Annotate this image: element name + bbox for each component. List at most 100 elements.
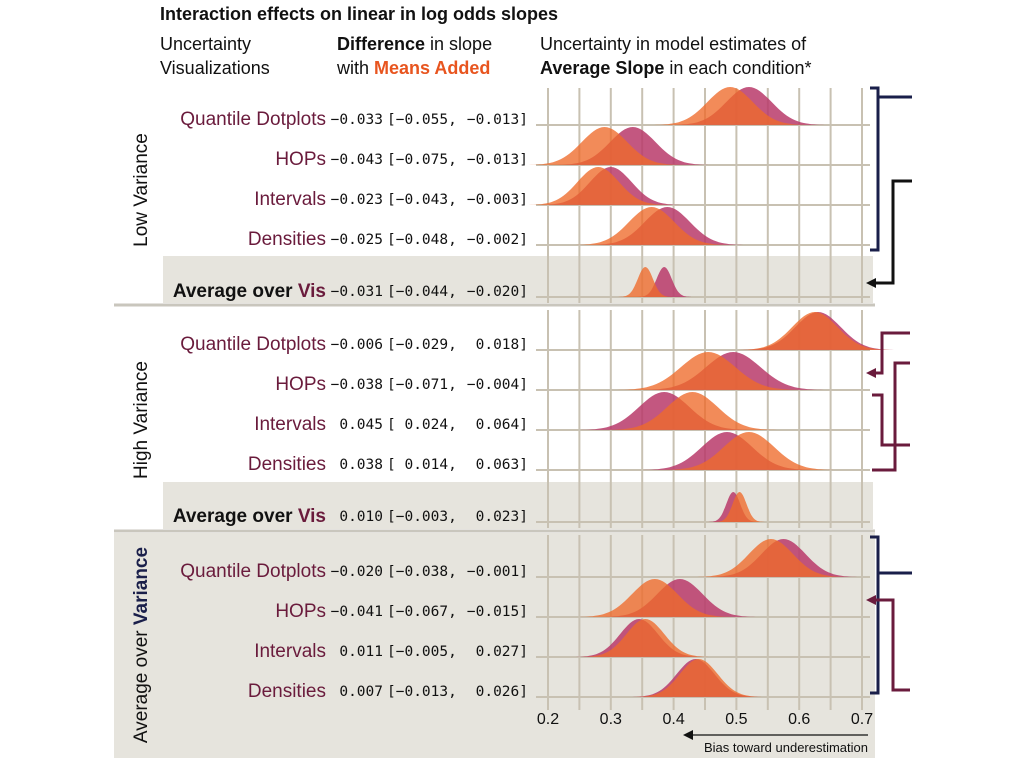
ci-upper: 0.018] — [476, 337, 528, 353]
bias-note: Bias toward underestimation — [704, 740, 868, 755]
column-header-est-line2: Average Slope in each condition* — [540, 56, 812, 80]
x-tick-label: 0.3 — [600, 711, 622, 728]
group-label: High Variance — [131, 361, 152, 479]
visualization-label: Quantile Dotplots — [180, 561, 326, 582]
ci-upper: −0.013] — [467, 112, 528, 128]
difference-estimate: 0.007 — [339, 684, 383, 700]
ci-lower: [−0.071, — [387, 377, 457, 393]
column-header-diff-line1: Difference in slope — [337, 32, 492, 56]
visualization-label: Densities — [248, 229, 326, 250]
visualization-label: Quantile Dotplots — [180, 334, 326, 355]
difference-estimate: −0.025 — [331, 232, 383, 248]
average-slope-word: Average Slope — [540, 58, 665, 78]
bracket-high-intervals — [872, 393, 910, 447]
density-means-added — [573, 579, 737, 617]
ci-lower: [−0.003, — [387, 509, 457, 525]
ci-upper: 0.064] — [476, 417, 528, 433]
average-over-vis-label: Average over Vis — [173, 281, 326, 302]
visualization-label: HOPs — [275, 149, 326, 170]
x-tick-label: 0.5 — [725, 711, 747, 728]
average-over-vis-label: Average over Vis — [173, 506, 326, 527]
column-header-est-line1: Uncertainty in model estimates of — [540, 34, 807, 54]
ci-upper: −0.004] — [467, 377, 528, 393]
ci-upper: −0.002] — [467, 232, 528, 248]
ci-upper: −0.015] — [467, 604, 528, 620]
ci-upper: −0.020] — [467, 284, 528, 300]
difference-estimate: 0.038 — [339, 457, 383, 473]
ci-upper: 0.063] — [476, 457, 528, 473]
density-means-added — [691, 539, 851, 577]
difference-estimate: −0.023 — [331, 192, 383, 208]
means-added-label: Means Added — [374, 58, 491, 78]
density-means-added — [577, 619, 714, 657]
difference-estimate: −0.041 — [331, 604, 383, 620]
bracket-avg-dotplots — [870, 535, 880, 695]
average-panel-low — [163, 256, 873, 303]
ci-lower: [ 0.014, — [387, 457, 457, 473]
x-tick-label: 0.4 — [662, 711, 684, 728]
density-means-added — [610, 352, 806, 390]
ci-lower: [−0.055, — [387, 112, 457, 128]
density-means-added — [648, 87, 812, 125]
ci-lower: [−0.075, — [387, 152, 457, 168]
column-header-diff-line2: with Means Added — [337, 56, 492, 80]
visualization-label: HOPs — [275, 601, 326, 622]
density-means-added — [523, 167, 673, 205]
visualization-label: Densities — [248, 454, 326, 475]
density-means-added — [658, 432, 840, 470]
ci-lower: [−0.038, — [387, 564, 457, 580]
x-tick-label: 0.7 — [851, 711, 873, 728]
visualization-label: HOPs — [275, 374, 326, 395]
x-tick-label: 0.2 — [537, 711, 559, 728]
density-means-added — [618, 267, 673, 297]
visualization-label: Intervals — [254, 189, 326, 210]
column-header-vis-line1: Uncertainty — [160, 34, 252, 54]
each-condition-text: in each condition* — [664, 58, 812, 78]
ci-upper: 0.023] — [476, 509, 528, 525]
visualization-label: Quantile Dotplots — [180, 109, 326, 130]
chart-title: Interaction effects on linear in log odd… — [160, 4, 559, 24]
ci-lower: [−0.043, — [387, 192, 457, 208]
x-tick-label: 0.6 — [788, 711, 810, 728]
bracket-low-dotplots — [870, 86, 880, 252]
bracket-high-densities — [872, 361, 910, 472]
column-header-visualizations: Uncertainty Visualizations — [160, 32, 270, 80]
difference-estimate: −0.006 — [331, 337, 383, 353]
density-means-added — [602, 392, 783, 430]
difference-estimate: −0.043 — [331, 152, 383, 168]
group-label: Average over Variance — [131, 547, 152, 743]
in-slope-text: in slope — [425, 34, 493, 54]
bracket-arrow-head — [866, 595, 876, 605]
difference-estimate: 0.045 — [339, 417, 383, 433]
ci-lower: [−0.029, — [387, 337, 457, 353]
bracket-arrow-head — [866, 278, 876, 288]
ci-upper: 0.026] — [476, 684, 528, 700]
difference-estimate: −0.038 — [331, 377, 383, 393]
density-means-added — [630, 659, 767, 697]
column-header-difference: Difference in slope with Means Added — [337, 32, 492, 80]
ci-lower: [−0.013, — [387, 684, 457, 700]
ci-upper: −0.001] — [467, 564, 528, 580]
column-header-estimates: Uncertainty in model estimates of Averag… — [540, 32, 812, 80]
group-label: Low Variance — [131, 133, 152, 247]
ci-upper: 0.027] — [476, 644, 528, 660]
column-header-vis-line2: Visualizations — [160, 58, 270, 78]
difference-estimate: −0.020 — [331, 564, 383, 580]
density-means-added — [714, 492, 765, 522]
ci-upper: −0.003] — [467, 192, 528, 208]
ci-upper: −0.013] — [467, 152, 528, 168]
ci-lower: [−0.044, — [387, 284, 457, 300]
bracket-arrow-head — [866, 368, 876, 378]
density-means-added — [570, 207, 733, 245]
visualization-label: Densities — [248, 681, 326, 702]
difference-word: Difference — [337, 34, 426, 54]
density-base — [637, 267, 692, 297]
difference-estimate: 0.011 — [339, 644, 383, 660]
bracket-high-hops — [872, 331, 910, 375]
ci-lower: [−0.067, — [387, 604, 457, 620]
visualization-label: Intervals — [254, 414, 326, 435]
comparison-brackets — [866, 86, 912, 695]
density-means-added — [733, 312, 897, 350]
bracket-avg-hops — [872, 598, 910, 692]
